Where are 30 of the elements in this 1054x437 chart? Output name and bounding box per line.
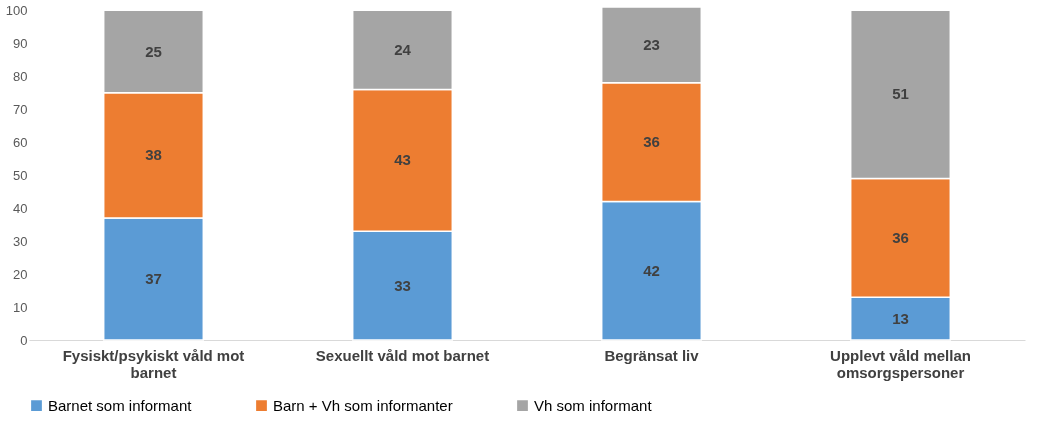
x-tick-label: Sexuellt våld mot barnet [315, 346, 490, 364]
x-tick-label: Fysiskt/psykiskt våld mot barnet [62, 346, 245, 381]
data-label: 25 [145, 42, 162, 60]
data-label: 13 [892, 309, 909, 327]
y-tick-label: 30 [13, 233, 28, 249]
x-tick-label: Upplevt våld mellan omsorgspersoner [830, 346, 971, 381]
data-label: 42 [643, 261, 660, 279]
data-label: 23 [643, 35, 660, 53]
y-tick-label: 0 [20, 332, 28, 348]
y-tick-label: 100 [5, 2, 28, 18]
x-tick-label: Begränsat liv [604, 346, 700, 364]
y-tick-label: 60 [13, 134, 28, 150]
y-tick-label: 90 [13, 35, 28, 51]
legend-label: Barn + Vh som informanter [273, 396, 453, 414]
y-tick-label: 70 [13, 101, 28, 117]
y-tick-label: 10 [13, 299, 28, 315]
data-label: 51 [892, 85, 909, 103]
y-tick-label: 20 [13, 266, 28, 282]
y-tick-label: 80 [13, 68, 28, 84]
data-label: 37 [145, 270, 162, 287]
y-tick-label: 50 [13, 167, 28, 183]
legend-label: Vh som informant [534, 396, 653, 414]
data-label: 38 [145, 146, 162, 164]
y-tick-label: 40 [13, 200, 28, 216]
data-label: 43 [394, 151, 411, 169]
data-label: 36 [892, 228, 909, 246]
legend-label: Barnet som informant [48, 396, 193, 414]
data-label: 24 [394, 40, 412, 58]
data-label: 33 [394, 276, 411, 294]
data-label: 36 [643, 133, 660, 151]
